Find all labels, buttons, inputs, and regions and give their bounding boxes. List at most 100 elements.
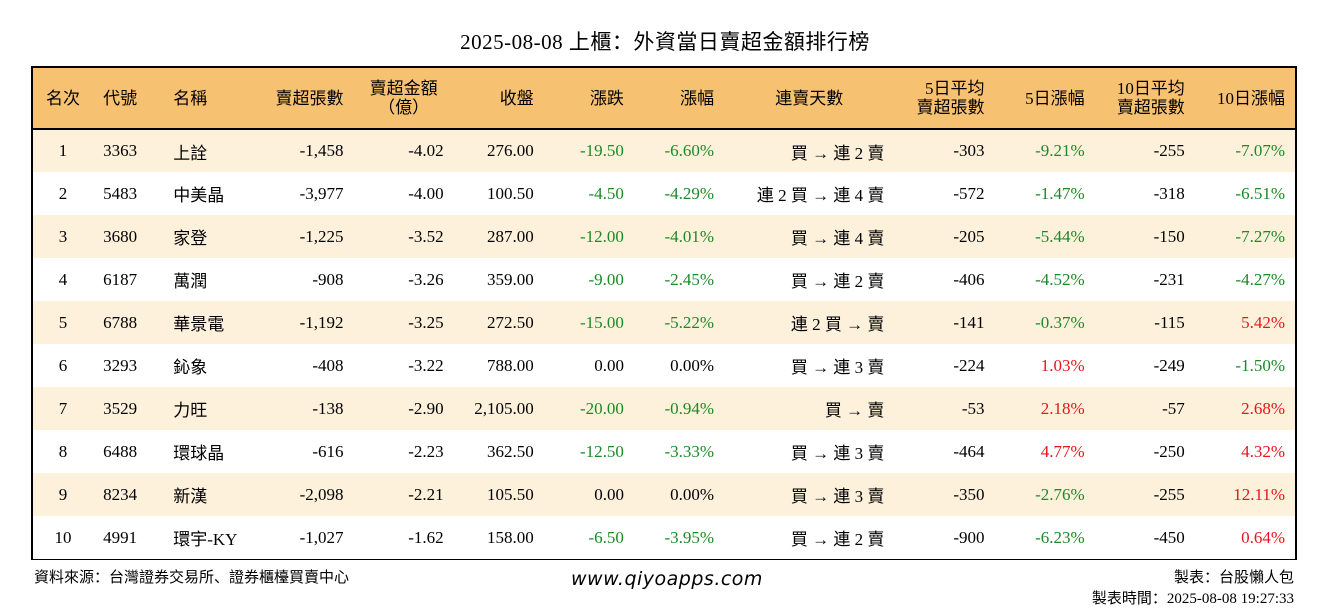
header-name: 名稱	[163, 68, 254, 130]
cell-change: -12.50	[580, 441, 624, 461]
cell-change-pct: -3.33%	[664, 441, 715, 461]
cell-rank: 3	[58, 226, 68, 246]
cell-change-pct: -2.45%	[664, 269, 715, 289]
cell-avg5: -53	[961, 398, 985, 418]
cell-sell-amount: -2.90	[408, 398, 444, 418]
page-title: 2025-08-08 上櫃：外資當日賣超金額排行榜	[460, 30, 870, 54]
header-avg5-line2: 賣超張數	[916, 98, 985, 117]
cell-close: 788.00	[487, 355, 534, 375]
cell-name: 萬潤	[173, 272, 208, 291]
cell-code: 3680	[103, 226, 138, 246]
header-sell-amount: 賣超金額 （億）	[353, 68, 454, 130]
header-row: 名次 代號 名稱 賣超張數 賣超金額 （億） 收盤 漲跌 漲幅 連賣天數 5日平…	[33, 68, 1295, 130]
cell-sell-shares: -408	[312, 355, 344, 375]
header-avg5: 5日平均 賣超張數	[894, 68, 995, 130]
cell-change-pct: -0.94%	[664, 398, 715, 418]
cell-name: 中美晶	[173, 186, 225, 205]
cell-code: 4991	[103, 527, 138, 547]
cell-streak: 買 → 連 3 賣	[790, 358, 885, 377]
header-avg10-line2: 賣超張數	[1116, 98, 1185, 117]
cell-sell-amount: -1.62	[408, 527, 444, 547]
header-rank: 名次	[33, 68, 94, 130]
cell-sell-shares: -908	[312, 269, 344, 289]
cell-change-pct: -4.01%	[664, 226, 715, 246]
cell-sell-shares: -138	[312, 398, 344, 418]
cell-pct10: -4.27%	[1235, 269, 1285, 289]
cell-rank: 4	[58, 269, 68, 289]
cell-code: 3363	[103, 141, 138, 160]
maker-credit: 製表：台股懶人包	[1173, 570, 1294, 586]
cell-pct5: -1.47%	[1035, 183, 1085, 203]
cell-pct5: -2.76%	[1035, 484, 1085, 504]
cell-name: 力旺	[173, 401, 208, 420]
header-streak: 連賣天數	[724, 68, 895, 130]
cell-close: 276.00	[487, 141, 534, 160]
cell-change-pct: 0.00%	[670, 484, 715, 504]
cell-sell-amount: -3.25	[408, 312, 444, 332]
cell-code: 3529	[103, 398, 138, 418]
cell-pct10: -7.27%	[1235, 226, 1285, 246]
table-row: 5 6788 華景電 -1,192 -3.25 272.50 -15.00 -5…	[33, 301, 1295, 344]
cell-rank: 5	[58, 312, 68, 332]
generated-time: 製表時間：2025-08-08 19:27:33	[1091, 591, 1294, 607]
cell-change: -12.00	[580, 226, 624, 246]
cell-name: 環宇-KY	[173, 530, 238, 549]
header-avg10-line1: 10日平均	[1116, 79, 1185, 98]
cell-change-pct: -3.95%	[664, 527, 715, 547]
cell-pct5: -6.23%	[1035, 527, 1085, 547]
header-code: 代號	[93, 68, 164, 130]
table-row: 7 3529 力旺 -138 -2.90 2,105.00 -20.00 -0.…	[33, 387, 1295, 430]
cell-avg5: -464	[953, 441, 985, 461]
cell-change-pct: -4.29%	[664, 183, 715, 203]
website-link[interactable]: www.qiyoapps.com	[571, 568, 763, 590]
cell-sell-amount: -2.21	[408, 484, 444, 504]
table-row: 6 3293 鈊象 -408 -3.22 788.00 0.00 0.00% 買…	[33, 344, 1295, 387]
cell-name: 家登	[173, 229, 208, 248]
cell-change: -20.00	[580, 398, 624, 418]
cell-streak: 買 → 連 2 賣	[790, 143, 885, 163]
cell-code: 6488	[103, 441, 138, 461]
cell-streak: 買 → 連 3 賣	[790, 487, 885, 506]
cell-avg5: -141	[953, 312, 985, 332]
cell-avg5: -303	[953, 141, 985, 160]
cell-avg5: -224	[953, 355, 985, 375]
cell-streak: 買 → 連 2 賣	[790, 530, 885, 549]
cell-sell-shares: -1,458	[299, 141, 344, 160]
cell-avg10: -255	[1153, 484, 1185, 504]
header-avg10: 10日平均 賣超張數	[1094, 68, 1195, 130]
cell-avg5: -205	[953, 226, 985, 246]
header-change: 漲跌	[543, 68, 634, 130]
cell-streak: 買 → 賣	[824, 401, 885, 420]
ranking-table-container: 名次 代號 名稱 賣超張數 賣超金額 （億） 收盤 漲跌 漲幅 連賣天數 5日平…	[31, 66, 1297, 560]
cell-avg10: -249	[1153, 355, 1185, 375]
cell-change-pct: -5.22%	[664, 312, 715, 332]
cell-code: 6788	[103, 312, 138, 332]
cell-streak: 買 → 連 2 賣	[790, 272, 885, 291]
cell-avg10: -250	[1153, 441, 1185, 461]
cell-pct10: 5.42%	[1241, 312, 1285, 332]
cell-close: 287.00	[487, 226, 534, 246]
cell-pct10: -1.50%	[1235, 355, 1285, 375]
table-row: 4 6187 萬潤 -908 -3.26 359.00 -9.00 -2.45%…	[33, 258, 1295, 301]
cell-pct10: 0.64%	[1241, 527, 1285, 547]
header-pct5: 5日漲幅	[994, 68, 1095, 130]
cell-avg10: -318	[1153, 183, 1185, 203]
cell-rank: 1	[58, 141, 68, 160]
cell-avg10: -255	[1153, 141, 1185, 160]
cell-change: -15.00	[580, 312, 624, 332]
cell-avg5: -350	[953, 484, 985, 504]
cell-avg10: -450	[1153, 527, 1185, 547]
cell-sell-shares: -1,225	[299, 226, 344, 246]
cell-code: 8234	[103, 484, 138, 504]
cell-pct5: 1.03%	[1040, 355, 1085, 375]
cell-sell-shares: -1,027	[299, 527, 344, 547]
cell-code: 6187	[103, 269, 138, 289]
cell-avg10: -231	[1153, 269, 1185, 289]
cell-pct5: 2.18%	[1040, 398, 1085, 418]
cell-name: 鈊象	[173, 358, 208, 377]
cell-rank: 6	[58, 355, 68, 375]
cell-pct5: -9.21%	[1035, 141, 1085, 160]
cell-close: 2,105.00	[474, 398, 534, 418]
cell-change: 0.00	[594, 355, 624, 375]
cell-change: 0.00	[594, 484, 624, 504]
